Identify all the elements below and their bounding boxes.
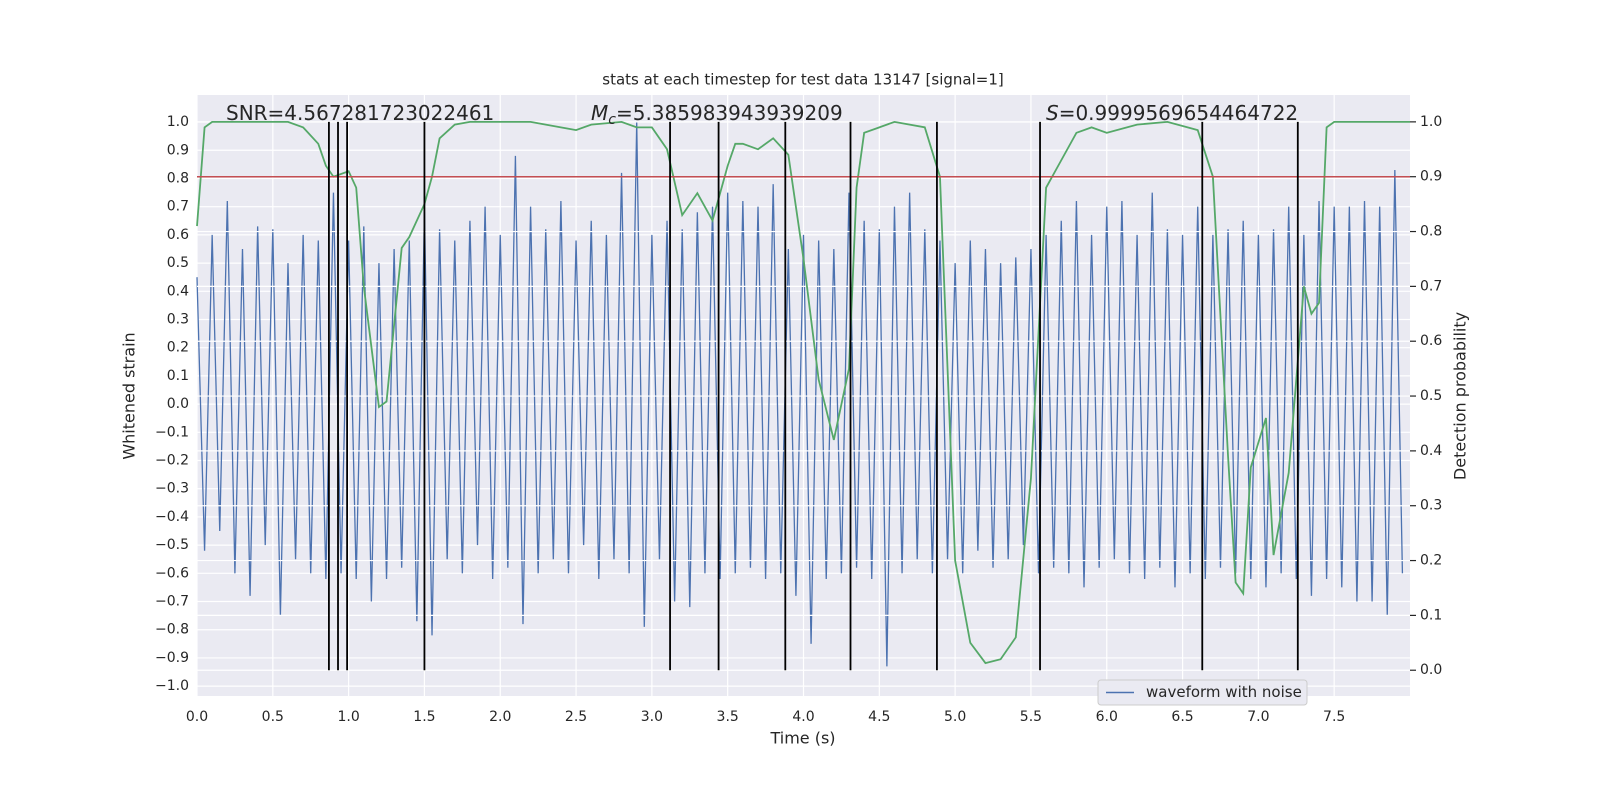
annotation: Mc=5.385983943939209 (591, 101, 843, 129)
annotation-symbol: S (1046, 101, 1059, 125)
y-tick-label: 0.0 (167, 396, 189, 412)
y2-tick-label: 0.2 (1420, 553, 1442, 569)
y2-tick-label: 0.4 (1420, 443, 1442, 459)
x-tick-label: 0.5 (262, 709, 284, 725)
y2-tick-label: 0.8 (1420, 224, 1442, 240)
x-tick-label: 6.0 (1096, 709, 1118, 725)
y-tick-label: −0.6 (155, 565, 189, 581)
y-tick-label: −0.9 (155, 650, 189, 666)
y-tick-label: 0.2 (167, 340, 189, 356)
y2-axis-label: Detection probability (1451, 312, 1470, 480)
x-tick-label: 3.5 (717, 709, 739, 725)
probability-line (196, 120, 1410, 665)
y2-tick-label: 0.9 (1420, 169, 1442, 185)
y-tick-label: −0.7 (155, 594, 189, 610)
y-tick-label: 0.1 (167, 368, 189, 384)
annotation-text: =0.9999569654464722 (1059, 101, 1298, 125)
y-tick-label: −0.4 (155, 509, 189, 525)
x-tick-label: 4.5 (868, 709, 890, 725)
x-tick-label: 6.5 (1171, 709, 1193, 725)
y-tick-label: −0.8 (155, 622, 189, 638)
annotation-subscript: c (608, 112, 616, 128)
legend-box (1097, 679, 1308, 706)
annotation-text: =5.385983943939209 (616, 101, 843, 125)
x-tick-label: 4.0 (792, 709, 814, 725)
x-tick-label: 2.5 (565, 709, 587, 725)
y-axis-label: Whitened strain (120, 332, 139, 459)
y-tick-label: 0.7 (167, 199, 189, 215)
y2-tick-label: 0.1 (1420, 607, 1442, 623)
x-tick-label: 5.5 (1020, 709, 1042, 725)
chart-title: stats at each timestep for test data 131… (602, 71, 1003, 89)
y2-tick-label: 0.6 (1420, 333, 1442, 349)
x-tick-label: 3.0 (641, 709, 663, 725)
annotation: S=0.9999569654464722 (1046, 101, 1298, 125)
y2-tick-label: 1.0 (1420, 114, 1442, 130)
annotation-symbol: M (591, 101, 608, 125)
y-tick-label: 1.0 (167, 114, 189, 130)
x-tick-label: 7.5 (1323, 709, 1345, 725)
y-tick-label: 0.6 (167, 227, 189, 243)
y-tick-label: −1.0 (155, 678, 189, 694)
x-tick-label: 1.5 (413, 709, 435, 725)
y-tick-label: 0.9 (167, 142, 189, 158)
y-tick-label: −0.1 (155, 424, 189, 440)
y-tick-label: 0.5 (167, 255, 189, 271)
y-tick-label: −0.5 (155, 537, 189, 553)
y2-tick-label: 0.3 (1420, 498, 1442, 514)
legend-label: waveform with noise (1146, 683, 1302, 701)
annotation: SNR=4.567281723022461 (226, 101, 494, 125)
x-tick-label: 2.0 (489, 709, 511, 725)
x-axis-label: Time (s) (769, 729, 835, 748)
y-tick-label: −0.3 (155, 481, 189, 497)
y-tick-label: 0.4 (167, 283, 189, 299)
annotation-text: SNR=4.567281723022461 (226, 101, 494, 125)
x-tick-label: 5.0 (944, 709, 966, 725)
y-tick-label: 0.8 (167, 170, 189, 186)
x-tick-label: 0.0 (186, 709, 208, 725)
y2-tick-label: 0.7 (1420, 278, 1442, 294)
x-tick-label: 1.0 (337, 709, 359, 725)
y2-tick-label: 0.0 (1420, 662, 1442, 678)
y2-tick-label: 0.5 (1420, 388, 1442, 404)
y-tick-label: 0.3 (167, 311, 189, 327)
x-tick-label: 7.0 (1247, 709, 1269, 725)
y-tick-label: −0.2 (155, 453, 189, 469)
